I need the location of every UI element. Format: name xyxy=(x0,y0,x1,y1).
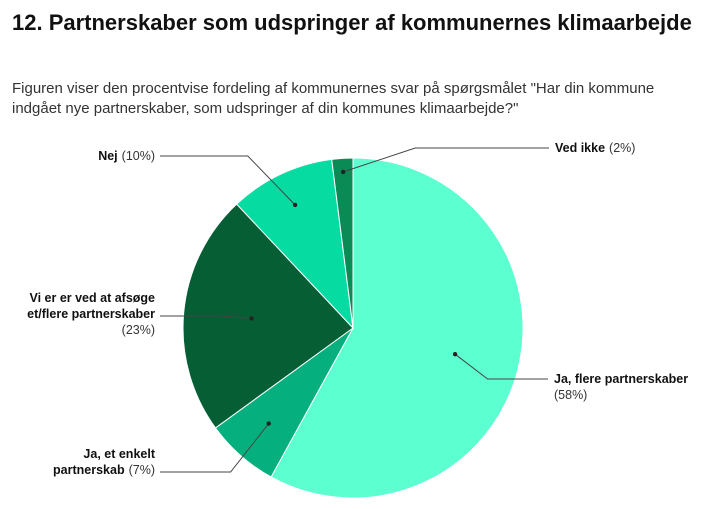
pie-slice xyxy=(270,157,524,499)
pie-slices xyxy=(182,157,524,499)
slice-label: Ved ikke (2%) xyxy=(555,141,635,155)
pie-slice xyxy=(235,158,354,330)
leader-dot xyxy=(292,202,298,208)
leader-dot xyxy=(452,352,458,357)
chart-title: 12. Partnerskaber som udspringer af komm… xyxy=(12,10,692,35)
pie-labels: Ja, flere partnerskaber (58%) Ja, et enkel… xyxy=(27,141,688,477)
chart-subtitle: Figuren viser den procentvise fordeling … xyxy=(12,80,655,117)
pie-slice xyxy=(182,203,354,429)
slice-label: Nej (10%) xyxy=(98,149,155,163)
leader-line xyxy=(343,147,549,173)
pie-leader-lines xyxy=(160,147,549,473)
slice-label: Ja, flere partnerskaber (58%) xyxy=(554,372,688,402)
leader-line xyxy=(160,155,296,206)
leader-dot xyxy=(341,169,346,175)
leader-dot xyxy=(249,316,254,321)
leader-line xyxy=(160,423,270,473)
slice-label: Vi er er ved at afsøge et/flere partnersk… xyxy=(27,291,155,337)
pie-slice xyxy=(331,157,354,329)
leader-line xyxy=(454,353,548,380)
leader-dot xyxy=(266,421,271,426)
leader-line xyxy=(160,315,252,319)
slice-label: Ja, et enkelt partnerskab (7%) xyxy=(53,447,156,477)
